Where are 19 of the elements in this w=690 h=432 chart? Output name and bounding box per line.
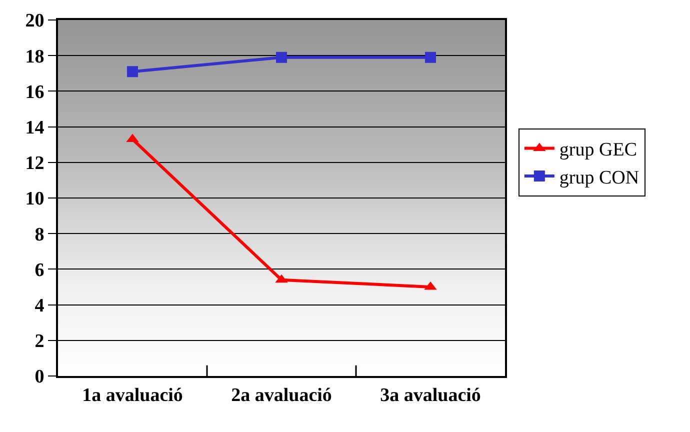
point (127, 66, 138, 78)
y-tick-label: 10 (25, 188, 44, 210)
y-tick-label: 14 (25, 117, 45, 138)
y-tick-label: 4 (34, 295, 45, 316)
y-tick-label: 12 (25, 153, 44, 174)
y-tick-label: 20 (25, 10, 44, 32)
y-tick-label: 6 (34, 260, 44, 281)
legend-label: grup GEC (559, 140, 637, 161)
y-tick-label: 0 (34, 366, 44, 388)
y-tick-label: 18 (25, 46, 44, 68)
legend-label: grup CON (559, 167, 640, 188)
y-tick-label: 8 (34, 224, 44, 246)
x-tick-label: 3a avaluació (380, 384, 481, 406)
point (276, 52, 287, 63)
point (425, 52, 436, 63)
y-tick-label: 2 (34, 331, 44, 352)
x-tick-label: 2a avaluació (231, 384, 332, 406)
y-tick-label: 16 (25, 82, 44, 103)
x-tick-label: 1a avaluació (82, 384, 183, 406)
